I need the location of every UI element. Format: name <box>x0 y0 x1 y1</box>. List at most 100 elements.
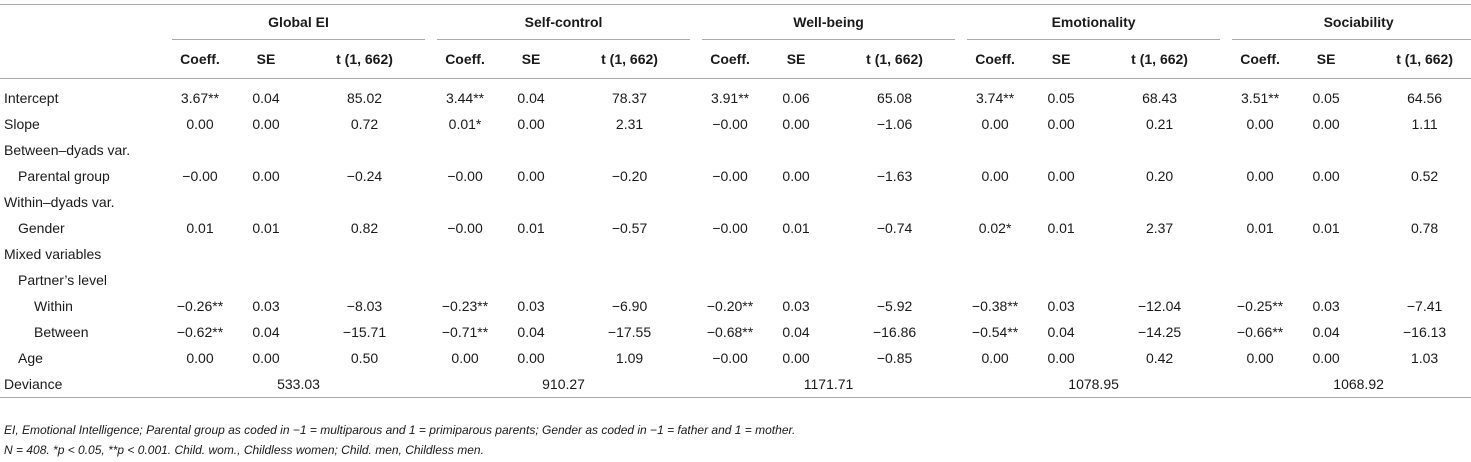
table-cell: −15.71 <box>342 324 387 340</box>
table-cell <box>499 137 563 163</box>
table-row: Age 0.00 0.00 0.50 0.00 0.00 1.09 −0.00 0.00 −0.8… <box>0 345 1471 371</box>
table-cell: −0.00 <box>712 350 748 366</box>
table-cell <box>431 241 499 267</box>
group-header-emotionality: Emotionality <box>961 4 1227 40</box>
table-cell: 0.01 <box>1312 220 1340 236</box>
table-cell: −0.20** <box>706 298 754 314</box>
row-label: Within <box>34 298 73 314</box>
row-label: Parental group <box>18 168 110 184</box>
table-row: Parental group −0.00 0.00 −0.24 −0.00 0.00 −0.… <box>0 163 1471 189</box>
column-header: Coeff. <box>1226 40 1295 79</box>
column-header: SE <box>234 40 298 79</box>
table-cell <box>234 241 298 267</box>
row-label: Age <box>18 350 43 366</box>
table-cell <box>431 137 499 163</box>
table-cell: 0.00 <box>451 350 479 366</box>
corner-cell <box>0 40 166 79</box>
table-row: Between–dyads var. <box>0 137 1471 163</box>
table-cell: 0.04 <box>1047 324 1075 340</box>
table-cell: 0.02* <box>978 220 1012 236</box>
table-cell <box>961 189 1029 215</box>
row-label: Mixed variables <box>4 246 102 262</box>
table-cell <box>1358 241 1471 267</box>
table-cell: 0.72 <box>350 116 379 132</box>
column-header: Coeff. <box>696 40 765 79</box>
table-cell: −0.00 <box>712 116 748 132</box>
table-cell <box>828 267 961 293</box>
table-cell: 0.00 <box>1312 116 1340 132</box>
group-header-sociability: Sociability <box>1226 4 1471 40</box>
table-cell: 0.00 <box>186 116 214 132</box>
table-cell: −7.41 <box>1406 298 1443 314</box>
table-cell <box>1093 137 1226 163</box>
sub-header-row: Coeff. SE t (1, 662) Coeff. SE t (1, 662) Coef… <box>0 40 1471 79</box>
group-header-self-control: Self-control <box>431 4 697 40</box>
regression-table: Global EI Self-control Well-being Emotio… <box>0 4 1471 398</box>
column-header: Coeff. <box>166 40 234 79</box>
table-cell: −0.71** <box>441 324 489 340</box>
deviance-row: Deviance 533.03 910.27 1171.71 1078.95 1068.9… <box>0 371 1471 398</box>
table-cell <box>696 241 764 267</box>
table-cell: 0.20 <box>1145 168 1174 184</box>
row-label: Partner’s level <box>18 272 107 288</box>
table-cell: 0.04 <box>517 90 545 106</box>
table-row: Partner’s level <box>0 267 1471 293</box>
deviance-cell: 1078.95 <box>961 371 1227 398</box>
table-cell: 0.50 <box>350 350 379 366</box>
table-cell: −0.38** <box>971 298 1019 314</box>
table-cell: −0.20 <box>611 168 648 184</box>
table-cell: −5.92 <box>876 298 913 314</box>
column-header: Coeff. <box>961 40 1030 79</box>
table-cell: −12.04 <box>1137 298 1182 314</box>
column-header: SE <box>1294 40 1359 79</box>
column-header: SE <box>499 40 564 79</box>
table-row: Within–dyads var. <box>0 189 1471 215</box>
table-cell: 3.91** <box>710 90 750 106</box>
table-cell: 2.37 <box>1145 220 1174 236</box>
deviance-cell: 1068.92 <box>1226 371 1471 398</box>
table-cell <box>298 189 431 215</box>
table-cell: −0.23** <box>441 298 489 314</box>
table-row: Intercept 3.67** 0.04 85.02 3.44** 0.04 78.37 3… <box>0 79 1471 112</box>
table-cell: 0.00 <box>517 116 545 132</box>
table-cell: −16.86 <box>872 324 917 340</box>
table-cell <box>828 241 961 267</box>
table-cell <box>1294 241 1358 267</box>
column-header: t (1, 662) <box>298 40 432 79</box>
table-cell: 0.06 <box>782 90 810 106</box>
table-cell: 0.21 <box>1145 116 1174 132</box>
table-cell <box>1358 189 1471 215</box>
table-cell: 0.03 <box>1047 298 1075 314</box>
table-cell: 0.00 <box>517 350 545 366</box>
table-cell: 0.03 <box>252 298 280 314</box>
table-cell <box>563 267 696 293</box>
table-cell: 65.08 <box>877 90 913 106</box>
table-cell: 2.31 <box>615 116 644 132</box>
row-label: Deviance <box>0 371 166 398</box>
table-cell: 0.03 <box>782 298 810 314</box>
table-cell <box>1029 137 1093 163</box>
footnote: EI, Emotional Intelligence; Parental gro… <box>4 423 796 437</box>
table-cell: 0.01 <box>186 220 214 236</box>
table-cell: 0.05 <box>1047 90 1075 106</box>
table-cell <box>234 267 298 293</box>
table-cell: 0.04 <box>517 324 545 340</box>
column-header: t (1, 662) <box>828 40 962 79</box>
deviance-cell: 910.27 <box>431 371 697 398</box>
group-header-well-being: Well-being <box>696 4 962 40</box>
table-cell <box>563 137 696 163</box>
table-cell <box>696 137 764 163</box>
table-cell <box>166 189 234 215</box>
table-cell <box>234 137 298 163</box>
table-cell: 68.43 <box>1142 90 1178 106</box>
table-cell <box>1093 267 1226 293</box>
table-cell: 3.74** <box>976 90 1015 106</box>
column-header: SE <box>764 40 829 79</box>
column-header: Coeff. <box>431 40 500 79</box>
table-cell: 0.01 <box>782 220 810 236</box>
table-cell: −1.63 <box>876 168 913 184</box>
table-cell <box>166 137 234 163</box>
table-cell: −0.57 <box>611 220 648 236</box>
table-cell: −0.24 <box>346 168 383 184</box>
table-cell <box>764 267 828 293</box>
